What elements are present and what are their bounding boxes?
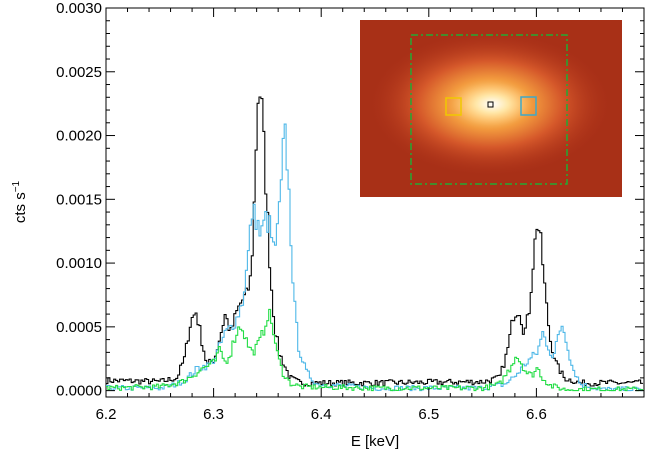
- series-line-1: [106, 123, 644, 392]
- x-tick-label: 6.5: [418, 406, 439, 423]
- plot-frame: [105, 7, 645, 398]
- inset-region-center-box: [487, 101, 494, 108]
- inset-region-yellow-box: [445, 97, 462, 116]
- x-axis-title: E [keV]: [351, 433, 399, 450]
- x-tick-label: 6.4: [311, 406, 332, 423]
- series-group: [106, 96, 644, 392]
- y-tick-label: 0.0030: [56, 0, 102, 17]
- inset-image: [360, 20, 622, 197]
- x-tick-label: 6.3: [203, 406, 224, 423]
- y-tick-label: 0.0025: [56, 64, 102, 81]
- inset-glow-core: [452, 82, 532, 126]
- series-line-2: [106, 308, 644, 392]
- y-tick-label: 0.0020: [56, 128, 102, 145]
- y-axis-title: cts s−1: [11, 180, 29, 223]
- y-axis-title-superscript: −1: [11, 180, 22, 192]
- y-tick-label: 0.0005: [56, 319, 102, 336]
- x-tick-label: 6.2: [96, 406, 117, 423]
- x-axis: 6.2 6.3 6.4 6.5 6.6: [96, 8, 645, 423]
- y-tick-label: 0.0010: [56, 255, 102, 272]
- inset-region-cyan-box: [520, 96, 537, 116]
- x-tick-label: 6.6: [526, 406, 547, 423]
- y-axis: 0.0000 0.0005 0.0010 0.0015 0.0020 0.0025 0.00…: [56, 0, 644, 400]
- inset-region-dashdot-box: [410, 34, 568, 185]
- y-tick-label: 0.0000: [56, 383, 102, 400]
- y-tick-label: 0.0015: [56, 191, 102, 208]
